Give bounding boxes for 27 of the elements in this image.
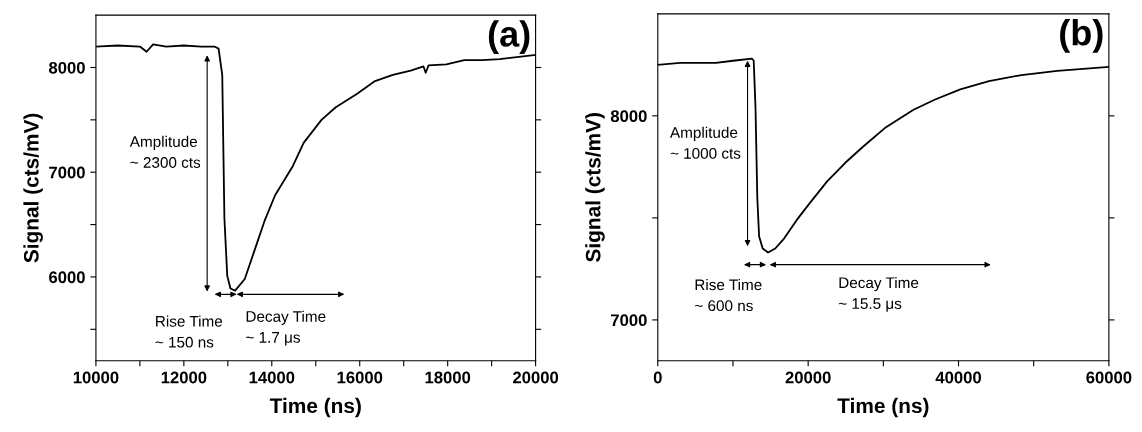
y-tick-label: 7000	[611, 314, 647, 327]
x-tick-label: 10000	[73, 371, 119, 384]
annotation: Decay Time ~ 1.7 μs	[246, 310, 326, 346]
y-axis-title: Signal (cts/mV)	[23, 113, 43, 263]
x-axis-title: Time (ns)	[837, 397, 929, 418]
y-tick-label: 8000	[48, 61, 85, 74]
x-tick-label: 20000	[785, 371, 831, 384]
y-tick-label: 8000	[610, 110, 647, 123]
chart-title: (a)	[488, 20, 530, 54]
annotation: Amplitude ~ 2300 cts	[129, 135, 201, 168]
x-tick-label: 18000	[425, 371, 471, 384]
y-tick-label: 6000	[49, 271, 85, 284]
x-tick-label: 60000	[1086, 371, 1132, 384]
x-tick-label: 16000	[337, 371, 383, 384]
x-tick-label: 12000	[161, 371, 207, 384]
x-tick-label: 20000	[513, 371, 559, 384]
annotation: Rise Time ~ 600 ns	[695, 278, 762, 312]
y-axis-title: Signal (cts/mV)	[585, 113, 605, 262]
annotation: Amplitude ~ 1000 cts	[670, 126, 741, 159]
x-tick-label: 14000	[249, 371, 295, 384]
y-tick-label: 7000	[49, 166, 85, 179]
annotation: Rise Time ~ 150 ns	[155, 315, 223, 348]
chart-title: (b)	[1060, 19, 1103, 53]
x-tick-label: 40000	[935, 371, 982, 384]
x-tick-label: 0	[653, 371, 662, 384]
annotation: Decay Time ~ 15.5 μs	[838, 276, 919, 312]
x-axis-title: Time (ns)	[269, 397, 361, 418]
